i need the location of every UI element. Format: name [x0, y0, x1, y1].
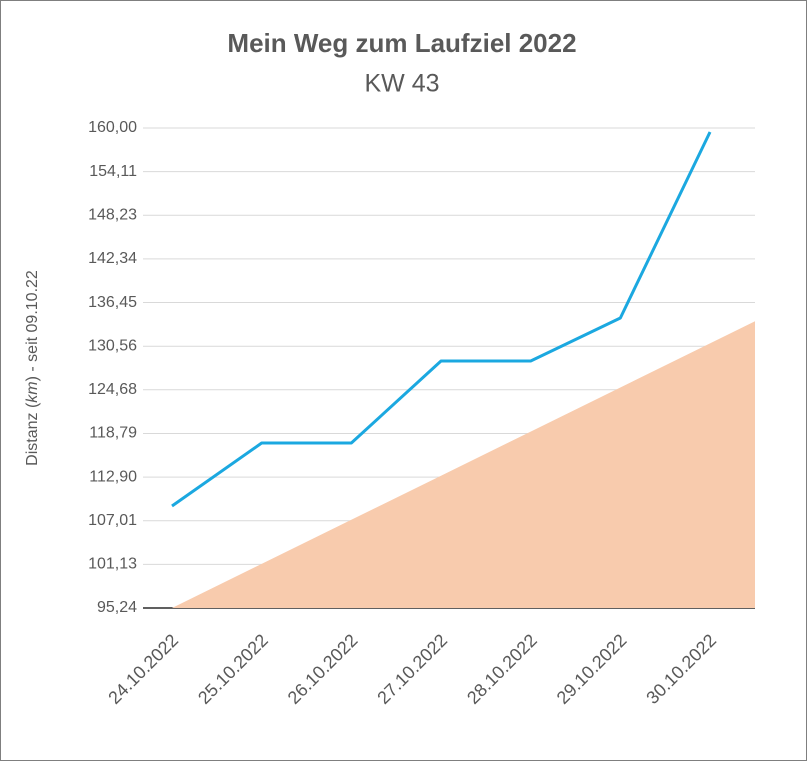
y-tick-label: 124,68: [88, 381, 137, 398]
y-tick-label: 118,79: [89, 425, 137, 442]
y-tick-label: 107,01: [88, 512, 137, 529]
y-tick-label: 112,90: [89, 468, 137, 485]
y-tick-label: 148,23: [88, 206, 137, 223]
y-tick-label: 101,13: [88, 556, 137, 573]
y-tick-label: 95,24: [97, 599, 137, 616]
y-axis-label-part: km: [24, 381, 41, 402]
y-tick-label: 142,34: [88, 250, 137, 267]
target-area: [172, 321, 755, 608]
progress-line: [171, 131, 712, 508]
y-axis-label: Distanz (km) - seit 09.10.22: [24, 270, 41, 466]
chart-title: Mein Weg zum Laufziel 2022: [227, 28, 576, 58]
chart-subtitle: KW 43: [364, 70, 439, 98]
y-tick-label: 154,11: [89, 163, 137, 180]
y-tick-label: 160,00: [88, 119, 137, 136]
y-axis-label-part: Distanz (: [24, 402, 41, 466]
y-axis-label-part: ) - seit 09.10.22: [24, 270, 41, 381]
y-tick-label: 130,56: [88, 337, 137, 354]
y-tick-label: 136,45: [88, 294, 137, 311]
